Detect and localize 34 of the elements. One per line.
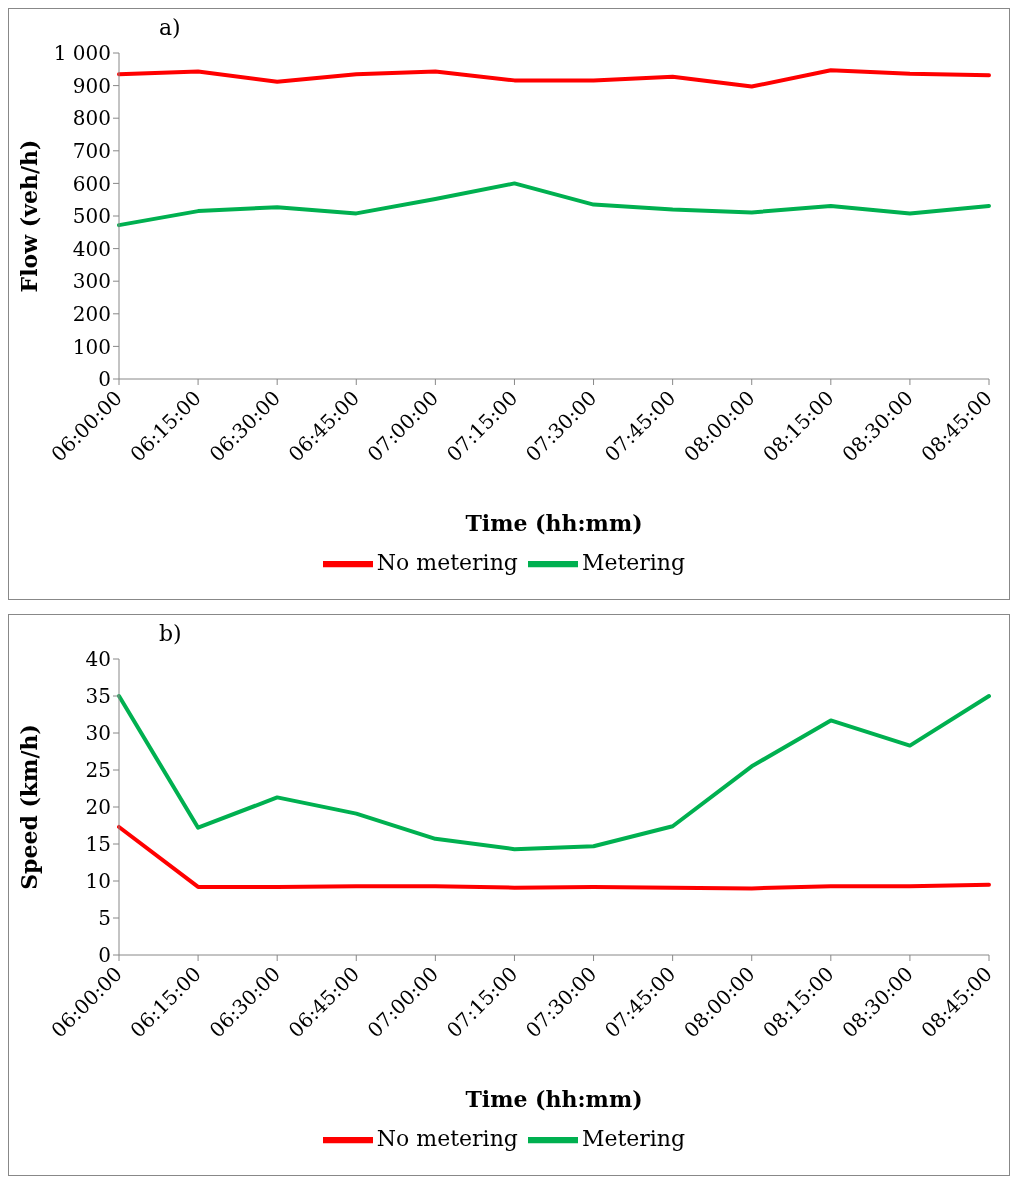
y-tick-label: 35: [85, 684, 111, 709]
y-tick-label: 20: [85, 795, 111, 820]
y-axis-title: Flow (veh/h): [15, 139, 42, 293]
y-tick-label: 700: [72, 138, 111, 163]
x-axis-title: Time (hh:mm): [465, 510, 643, 536]
y-tick-label: 10: [85, 869, 111, 894]
y-tick-label: 800: [72, 106, 111, 131]
y-tick-label: 400: [72, 236, 111, 261]
legend-label: Metering: [581, 550, 686, 575]
legend-label: Metering: [581, 1126, 686, 1151]
y-tick-label: 600: [72, 171, 111, 196]
y-tick-label: 15: [85, 832, 111, 857]
legend-label: No metering: [376, 1126, 518, 1151]
y-tick-label: 900: [72, 73, 111, 98]
y-tick-label: 100: [72, 334, 111, 359]
y-tick-label: 1 000: [53, 41, 111, 66]
x-axis-title: Time (hh:mm): [465, 1086, 643, 1112]
y-axis-title: Speed (km/h): [15, 724, 42, 890]
y-tick-label: 300: [72, 269, 111, 294]
text: b): [159, 621, 182, 646]
line-series: [117, 824, 991, 891]
line-series: [117, 694, 991, 852]
text: a): [159, 15, 181, 40]
y-tick-label: 0: [98, 367, 111, 392]
legend-label: No metering: [376, 550, 518, 575]
y-tick-label: 500: [72, 204, 111, 229]
y-tick-label: 5: [98, 906, 111, 931]
y-tick-label: 25: [85, 758, 111, 783]
y-tick-label: 200: [72, 301, 111, 326]
y-tick-label: 40: [85, 647, 111, 672]
y-tick-label: 30: [85, 721, 111, 746]
line-series: [117, 181, 991, 228]
y-tick-label: 0: [98, 943, 111, 968]
line-series: [117, 68, 991, 89]
